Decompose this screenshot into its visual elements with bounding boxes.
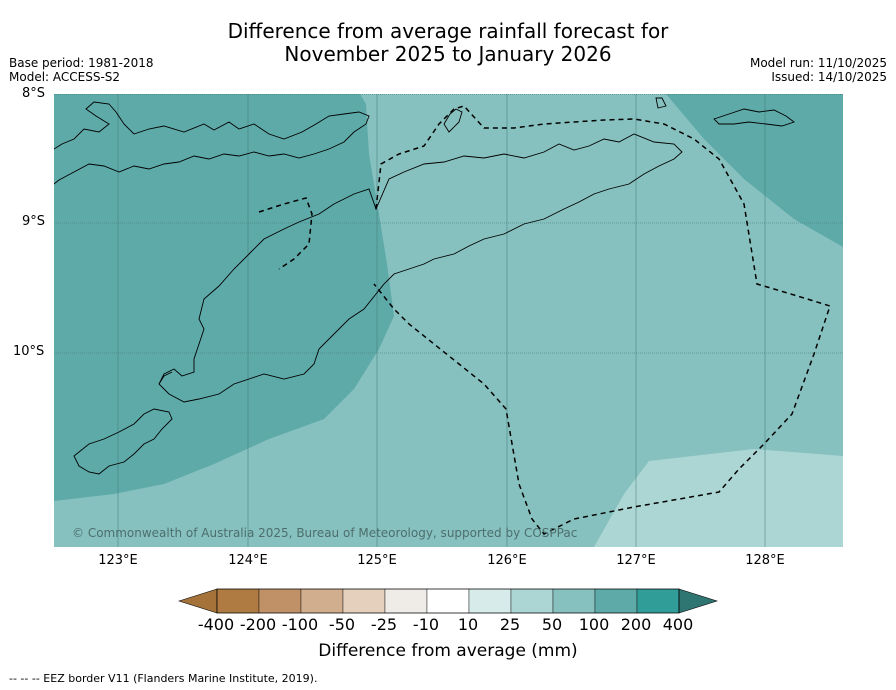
cbar-label: 50 (541, 615, 563, 634)
zone-25-50 (594, 449, 843, 547)
cbar-segment (468, 588, 512, 614)
lon-label-125e: 125°E (357, 553, 397, 568)
coast-timor (158, 133, 683, 403)
cbar-segment (426, 588, 470, 614)
copyright-notice: © Commonwealth of Australia 2025, Bureau… (72, 526, 578, 540)
cbar-label: -100 (281, 615, 319, 634)
cbar-label: 25 (499, 615, 521, 634)
cbar-extend-low (178, 588, 218, 614)
meta-left: Base period: 1981-2018 Model: ACCESS-S2 (9, 56, 154, 84)
cbar-label: -10 (412, 615, 440, 634)
zone-100-200-west (54, 94, 394, 501)
model-name: Model: ACCESS-S2 (9, 70, 121, 84)
cbar-segment (300, 588, 344, 614)
coast-rote-island (73, 408, 173, 475)
coast-wetar (713, 108, 795, 127)
lat-label-10s: 10°S (13, 344, 45, 359)
coastlines (54, 97, 795, 475)
cbar-label: -50 (328, 615, 356, 634)
colorbar-title: Difference from average (mm) (318, 641, 578, 661)
cbar-label: 400 (662, 615, 694, 634)
cbar-segment (510, 588, 554, 614)
lon-label-128e: 128°E (745, 553, 785, 568)
title-line-1: Difference from average rainfall forecas… (227, 19, 669, 43)
lon-label-126e: 126°E (487, 553, 527, 568)
coast-semau (158, 371, 173, 385)
map-title: Difference from average rainfall forecas… (0, 20, 896, 66)
coast-north-islands (54, 101, 370, 185)
base-period: Base period: 1981-2018 (9, 56, 154, 70)
coast-islet-a (655, 97, 667, 109)
cbar-frame (216, 588, 680, 614)
graticule (54, 94, 843, 547)
cbar-label: -25 (370, 615, 398, 634)
zone-100-200-east (666, 94, 843, 247)
cbar-label: -200 (239, 615, 277, 634)
colorbar (178, 588, 718, 614)
cbar-label: 100 (578, 615, 610, 634)
cbar-label: -400 (197, 615, 235, 634)
title-line-2: November 2025 to January 2026 (284, 42, 612, 66)
lat-label-9s: 9°S (22, 214, 46, 229)
model-run: Model run: 11/10/2025 (749, 56, 887, 70)
cbar-extend-high (678, 588, 718, 614)
cbar-segment (384, 588, 428, 614)
footnote: -- -- -- EEZ border V11 (Flanders Marine… (9, 672, 318, 685)
cbar-segment (594, 588, 638, 614)
lon-label-123e: 123°E (98, 553, 138, 568)
coast-atauro (443, 108, 463, 133)
cbar-segment (342, 588, 386, 614)
lon-label-124e: 124°E (228, 553, 268, 568)
meta-right: Model run: 11/10/2025 Issued: 14/10/2025 (750, 56, 887, 84)
cbar-segment (258, 588, 302, 614)
eez-border (258, 105, 831, 535)
cbar-label: 10 (457, 615, 479, 634)
cbar-segment (552, 588, 596, 614)
map-panel (54, 94, 843, 547)
issued-date: Issued: 14/10/2025 (771, 70, 887, 84)
lon-label-127e: 127°E (616, 553, 656, 568)
cbar-segment (216, 588, 260, 614)
cbar-segment (636, 588, 680, 614)
lat-label-8s: 8°S (22, 86, 46, 101)
cbar-label: 200 (620, 615, 652, 634)
